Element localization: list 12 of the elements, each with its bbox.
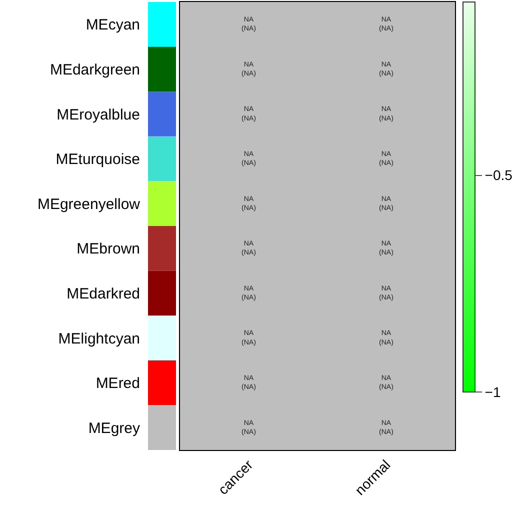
- y-tick-label: MEred: [96, 375, 140, 392]
- y-tick-label: MEgrey: [88, 420, 140, 437]
- y-tick-label: MEturquoise: [56, 151, 140, 168]
- y-tick-label: MEdarkgreen: [50, 61, 140, 78]
- y-tick-label: MElightcyan: [58, 330, 140, 348]
- color-bar-label: −1: [484, 384, 501, 400]
- y-tick-label: MEbrown: [76, 240, 140, 258]
- y-tick-label: MEgreenyellow: [37, 196, 140, 213]
- y-tick-label: MEcyan: [86, 16, 140, 34]
- y-tick-label: MEroyalblue: [56, 106, 140, 124]
- y-tick-label: MEdarkred: [66, 285, 140, 302]
- color-bar-label: −0.5: [484, 167, 513, 184]
